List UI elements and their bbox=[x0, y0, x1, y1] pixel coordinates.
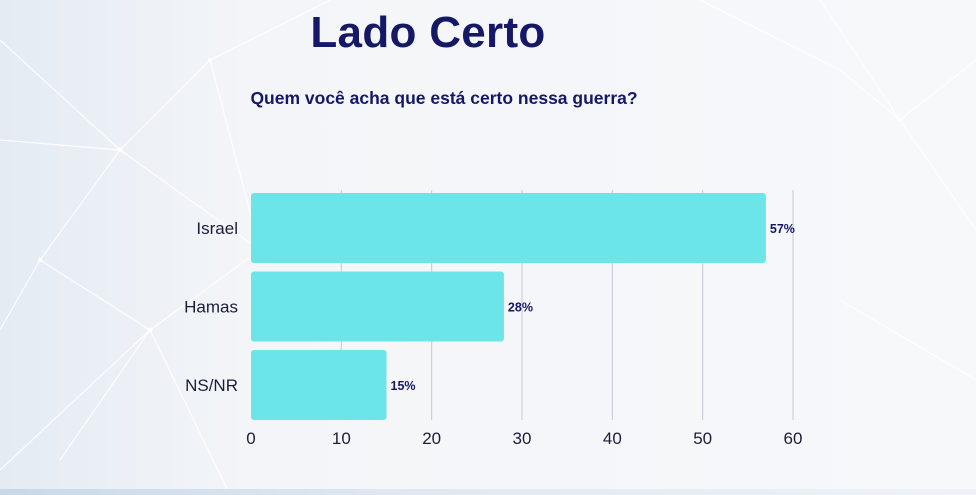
category-label-2: NS/NR bbox=[185, 376, 238, 395]
category-label-0: Israel bbox=[196, 219, 238, 238]
bottom-strip bbox=[0, 489, 976, 495]
page-title: Lado Certo bbox=[310, 8, 546, 57]
x-tick-label-4: 40 bbox=[603, 429, 622, 448]
data-label-0: 57% bbox=[770, 222, 795, 236]
x-tick-label-1: 10 bbox=[332, 429, 351, 448]
x-tick-label-3: 30 bbox=[513, 429, 532, 448]
x-tick-label-0: 0 bbox=[246, 429, 255, 448]
data-label-2: 15% bbox=[391, 379, 416, 393]
data-label-1: 28% bbox=[508, 301, 533, 315]
bar-0 bbox=[251, 193, 766, 263]
bar-2 bbox=[251, 350, 387, 420]
x-tick-label-2: 20 bbox=[422, 429, 441, 448]
category-label-1: Hamas bbox=[184, 298, 238, 317]
x-tick-label-5: 50 bbox=[693, 429, 712, 448]
bar-1 bbox=[251, 271, 504, 342]
page-subtitle: Quem você acha que está certo nessa guer… bbox=[250, 88, 638, 108]
x-tick-label-6: 60 bbox=[784, 429, 803, 448]
